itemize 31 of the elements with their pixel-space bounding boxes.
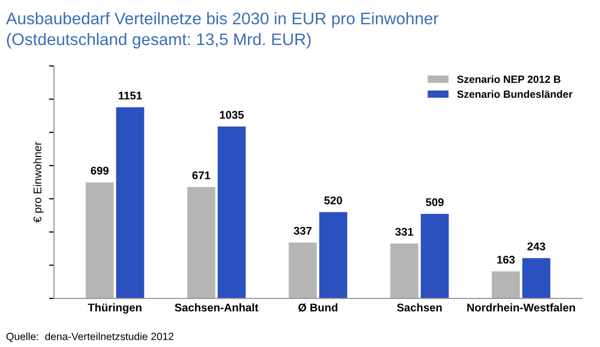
x-tick-label: Thüringen bbox=[88, 303, 142, 314]
source-note: Quelle: dena-Verteilnetzstudie 2012 bbox=[6, 332, 174, 342]
bar bbox=[86, 182, 114, 298]
x-tick-label: Sachsen bbox=[397, 303, 442, 312]
bar bbox=[288, 242, 317, 298]
bar bbox=[522, 258, 550, 298]
data-label: 1035 bbox=[220, 110, 244, 119]
x-tick-label: Sachsen-Anhalt bbox=[174, 303, 258, 312]
data-label: 520 bbox=[324, 196, 342, 204]
data-label: 1151 bbox=[118, 92, 142, 100]
x-tick-label: Nordrhein-Westfalen bbox=[467, 303, 575, 312]
data-label: 671 bbox=[192, 171, 210, 180]
bar bbox=[492, 271, 520, 298]
legend-label: Szenario Bundesländer bbox=[457, 90, 572, 98]
chart-title: Ausbaubedarf Verteilnetze bis 2030 in EUR pro Einwohner bbox=[6, 12, 438, 28]
bar bbox=[319, 212, 348, 298]
data-label: 699 bbox=[90, 166, 109, 175]
x-tick-label: Ø Bund bbox=[298, 303, 338, 312]
y-axis-title: € pro Einwohner bbox=[33, 142, 44, 223]
bar bbox=[218, 126, 246, 298]
legend-label: Szenario NEP 2012 B bbox=[457, 75, 560, 83]
bar bbox=[187, 186, 216, 298]
chart-subtitle: (Ostdeutschland gesamt: 13,5 Mrd. EUR) bbox=[7, 32, 311, 48]
bar bbox=[116, 107, 144, 298]
bar bbox=[390, 243, 418, 298]
data-label: 243 bbox=[527, 242, 546, 250]
data-label: 337 bbox=[294, 226, 312, 235]
data-label: 331 bbox=[395, 228, 414, 236]
bar bbox=[420, 214, 449, 298]
data-label: 509 bbox=[426, 198, 444, 206]
data-label: 163 bbox=[497, 256, 515, 264]
